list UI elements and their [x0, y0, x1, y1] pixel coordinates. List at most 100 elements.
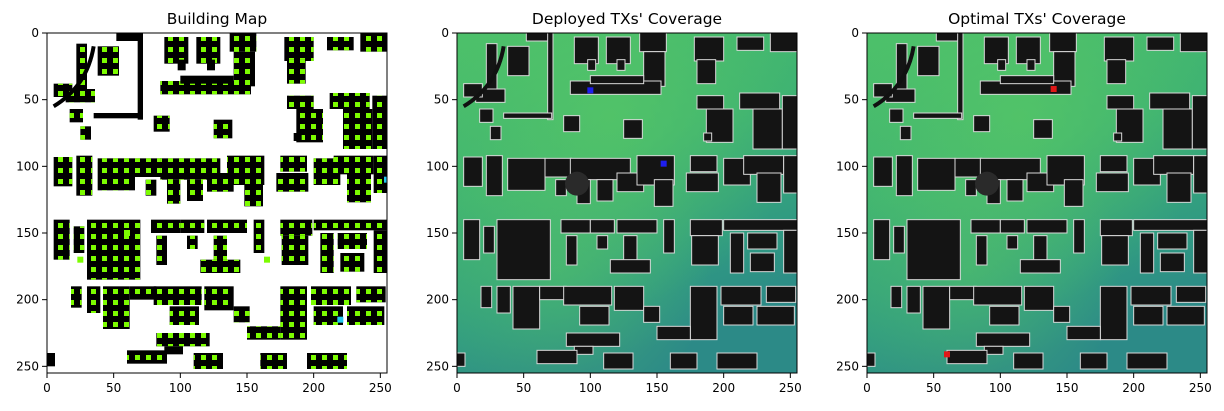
building	[723, 305, 754, 326]
building	[616, 59, 626, 71]
building	[946, 349, 988, 365]
building	[749, 252, 775, 273]
axes-frame	[456, 32, 798, 374]
building	[164, 346, 183, 355]
building	[1133, 305, 1164, 326]
building	[1113, 132, 1123, 142]
building	[589, 219, 615, 234]
sensor-marker	[124, 230, 130, 236]
building-sensor-grid	[129, 286, 157, 300]
road-outline	[872, 46, 916, 109]
building	[1166, 305, 1205, 326]
building-sensor-grid	[180, 219, 205, 233]
y-tick-label: 150	[426, 226, 449, 240]
building	[536, 349, 578, 365]
building	[643, 305, 661, 323]
building	[1139, 232, 1155, 274]
building	[656, 325, 691, 341]
building	[1179, 33, 1207, 53]
building	[689, 155, 718, 173]
building-sensor-grid	[204, 286, 234, 311]
building	[613, 285, 645, 311]
building	[1026, 59, 1036, 71]
building-sensor-grid	[287, 59, 306, 84]
y-tick-label: 250	[836, 359, 859, 373]
building-sensor-grid	[260, 353, 287, 369]
building	[137, 33, 143, 120]
building-sensor-grid	[284, 37, 314, 61]
building-sensor-grid	[156, 333, 210, 347]
x-tick-label: 250	[1189, 381, 1212, 395]
building	[917, 157, 956, 191]
building	[479, 108, 494, 123]
x-tick-label: 200	[712, 381, 735, 395]
transmitter-marker	[587, 87, 594, 94]
building-sensor-grid	[327, 37, 354, 51]
building	[873, 219, 891, 261]
sensor-marker	[264, 256, 270, 263]
building-sensor-grid	[340, 253, 365, 272]
building-sensor-grid	[333, 155, 374, 175]
road-outline	[52, 46, 96, 109]
building	[1013, 352, 1044, 370]
building	[1099, 155, 1128, 173]
building	[747, 232, 778, 250]
building	[1159, 252, 1185, 273]
building	[512, 285, 541, 330]
building	[539, 285, 567, 301]
x-tick-label: 100	[169, 381, 192, 395]
building-sensor-grid	[151, 219, 181, 233]
x-tick-label: 150	[646, 381, 669, 395]
highlight-marker	[337, 316, 344, 323]
building	[639, 33, 667, 53]
building	[696, 95, 725, 110]
y-tick-label: 0	[441, 26, 449, 40]
building	[547, 33, 554, 121]
building	[752, 108, 783, 150]
round-structure	[975, 171, 999, 196]
building	[989, 305, 1020, 326]
building-sensor-grid	[280, 286, 307, 340]
building	[723, 219, 797, 231]
building	[483, 225, 495, 254]
building-sensor-grid	[71, 286, 82, 308]
y-tick-label: 100	[16, 159, 39, 173]
building	[970, 219, 1001, 234]
building	[507, 157, 546, 191]
building	[703, 132, 713, 142]
building-sensor-grid	[80, 126, 91, 140]
building	[480, 285, 493, 309]
building	[596, 179, 614, 202]
subplot-title: Building Map	[167, 10, 268, 28]
building	[696, 59, 717, 85]
building-sensor-grid	[347, 306, 385, 325]
axes-frame	[46, 32, 388, 374]
x-tick-label: 50	[516, 381, 531, 395]
building	[1193, 155, 1207, 194]
y-tick-label: 200	[836, 293, 859, 307]
road-outline	[462, 46, 506, 109]
building	[997, 59, 1007, 71]
map-image	[457, 33, 797, 373]
building	[873, 156, 893, 187]
building	[689, 285, 718, 341]
building	[965, 179, 977, 197]
building	[1066, 325, 1101, 341]
building	[783, 229, 797, 274]
building	[1103, 36, 1135, 62]
building	[596, 235, 609, 250]
building	[975, 235, 988, 266]
building	[496, 219, 551, 281]
building	[560, 219, 591, 234]
building-sensor-grid	[287, 95, 314, 109]
building	[1106, 95, 1135, 110]
building	[893, 225, 905, 254]
building	[1033, 119, 1053, 139]
building-sensor-grid	[153, 115, 170, 132]
subplot-1: Building Map 0 50 100 150 200 250 0 50 100 150 200 2…	[16, 10, 392, 395]
building	[685, 172, 719, 193]
y-tick-label: 50	[434, 93, 449, 107]
building	[1146, 36, 1175, 51]
building-sensor-grid	[76, 43, 87, 89]
